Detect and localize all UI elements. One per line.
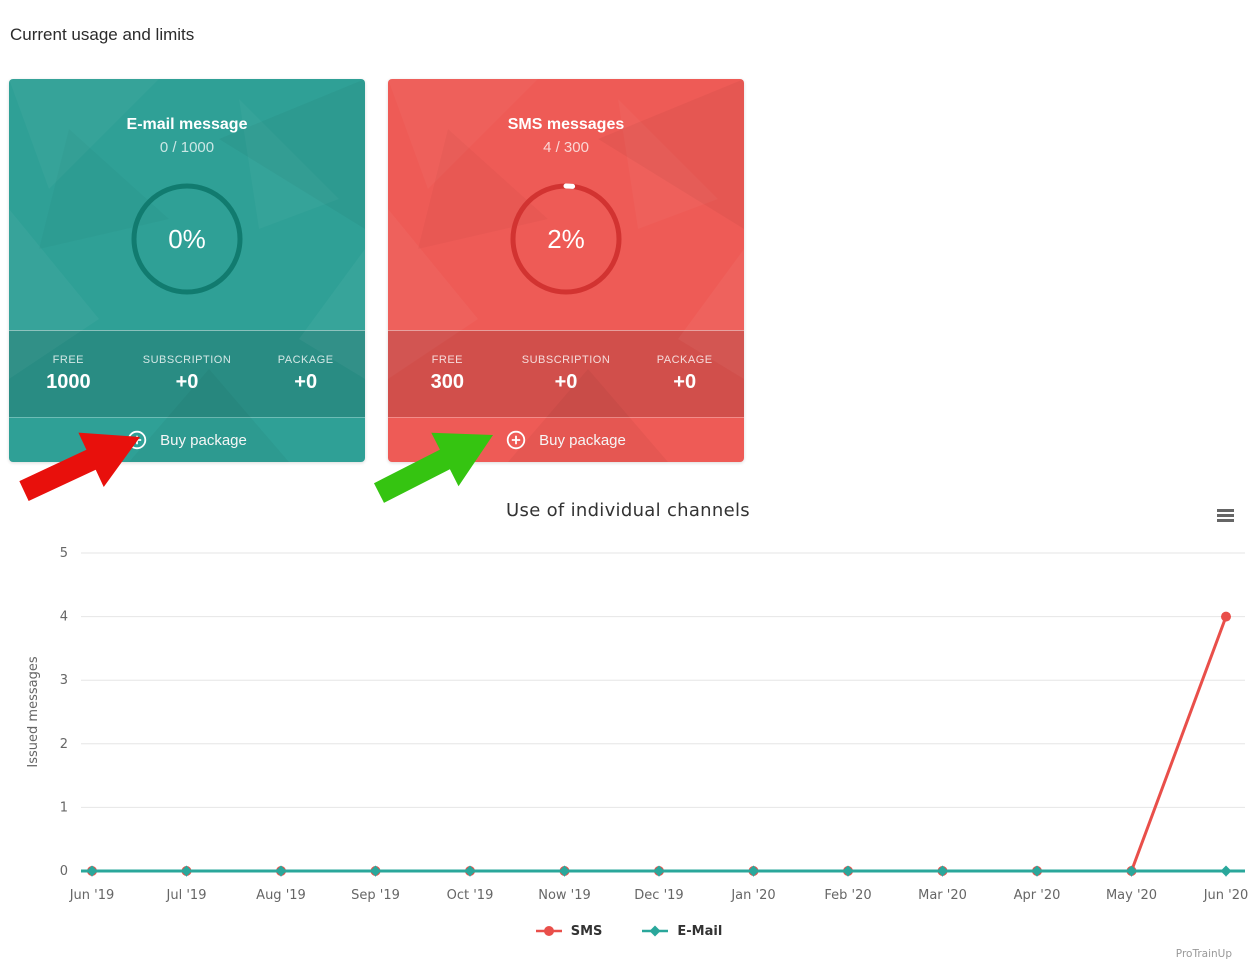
email-usage-card: E-mail message 0 / 1000 0% FREE 1000 SUB… bbox=[9, 79, 365, 462]
card-stats: FREE 300 SUBSCRIPTION +0 PACKAGE +0 bbox=[388, 330, 744, 417]
svg-text:Now '19: Now '19 bbox=[538, 888, 591, 903]
card-usage: 4 / 300 bbox=[543, 139, 589, 156]
svg-text:Mar '20: Mar '20 bbox=[918, 888, 967, 903]
circle-marker-icon bbox=[535, 926, 562, 936]
buy-package-label: Buy package bbox=[539, 431, 626, 449]
svg-text:Feb '20: Feb '20 bbox=[824, 888, 871, 903]
usage-percent: 2% bbox=[547, 223, 585, 254]
plus-circle-icon bbox=[127, 430, 147, 450]
buy-package-button[interactable]: Buy package bbox=[9, 417, 365, 462]
svg-text:Oct '19: Oct '19 bbox=[447, 888, 494, 903]
svg-text:Use of individual channels: Use of individual channels bbox=[506, 500, 750, 521]
svg-text:Jul '19: Jul '19 bbox=[166, 888, 207, 903]
svg-text:May '20: May '20 bbox=[1106, 888, 1157, 903]
svg-text:Jun '19: Jun '19 bbox=[69, 888, 115, 903]
legend-item-e-mail[interactable]: E-Mail bbox=[640, 924, 722, 939]
svg-text:Aug '19: Aug '19 bbox=[256, 888, 306, 903]
stat-free: FREE 1000 bbox=[46, 354, 91, 393]
chart-export-menu-button[interactable] bbox=[1213, 504, 1237, 526]
svg-text:2: 2 bbox=[60, 737, 68, 752]
chart-credits: ProTrainUp bbox=[1175, 948, 1232, 960]
buy-package-button[interactable]: Buy package bbox=[388, 417, 744, 462]
buy-package-label: Buy package bbox=[160, 431, 247, 449]
stat-free: FREE 300 bbox=[430, 354, 465, 393]
plus-circle-icon bbox=[506, 430, 526, 450]
svg-text:Jun '20: Jun '20 bbox=[1203, 888, 1249, 903]
usage-percent: 0% bbox=[168, 223, 206, 254]
card-title: E-mail message bbox=[126, 116, 248, 133]
diamond-marker-icon bbox=[642, 925, 669, 937]
stat-package: PACKAGE +0 bbox=[277, 354, 334, 393]
page-title: Current usage and limits bbox=[10, 25, 195, 44]
card-title: SMS messages bbox=[507, 116, 625, 133]
card-stats: FREE 1000 SUBSCRIPTION +0 PACKAGE +0 bbox=[9, 330, 365, 417]
usage-ring: 2% bbox=[508, 181, 624, 297]
sms-usage-card: SMS messages 4 / 300 2% FREE 300 SUBSCRI… bbox=[388, 79, 744, 462]
svg-text:3: 3 bbox=[60, 673, 68, 688]
svg-text:5: 5 bbox=[60, 546, 68, 561]
chart-plot-area: Use of individual channels 0 1 2 3 4 5 Issued m… bbox=[26, 500, 1249, 903]
legend-item-sms[interactable]: SMS bbox=[534, 924, 602, 939]
svg-text:Sep '19: Sep '19 bbox=[351, 888, 400, 903]
chart-legend: SMS E-Mail bbox=[0, 918, 1256, 944]
hamburger-icon bbox=[1216, 508, 1234, 512]
stat-package: PACKAGE +0 bbox=[656, 354, 713, 393]
svg-text:Issued messages: Issued messages bbox=[26, 656, 41, 767]
svg-text:Jan '20: Jan '20 bbox=[730, 888, 775, 903]
svg-text:Dec '19: Dec '19 bbox=[634, 888, 683, 903]
usage-chart: Use of individual channels 0 1 2 3 4 5 Issued m… bbox=[0, 488, 1256, 968]
stat-subscription: SUBSCRIPTION +0 bbox=[521, 354, 611, 393]
svg-text:1: 1 bbox=[60, 800, 68, 815]
stat-subscription: SUBSCRIPTION +0 bbox=[142, 354, 232, 393]
usage-ring: 0% bbox=[129, 181, 245, 297]
svg-text:Apr '20: Apr '20 bbox=[1014, 888, 1061, 903]
svg-text:4: 4 bbox=[60, 610, 68, 625]
svg-text:0: 0 bbox=[60, 864, 68, 879]
card-usage: 0 / 1000 bbox=[159, 139, 215, 156]
